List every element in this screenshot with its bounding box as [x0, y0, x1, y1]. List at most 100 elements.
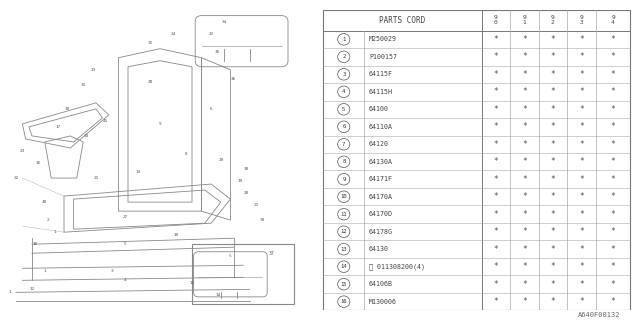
Text: *: * [579, 122, 584, 131]
Text: *: * [493, 192, 498, 201]
Text: *: * [522, 280, 527, 289]
Text: 21: 21 [93, 176, 99, 180]
Text: *: * [493, 245, 498, 254]
Text: *: * [611, 140, 615, 149]
Text: P100157: P100157 [369, 54, 397, 60]
Text: *: * [493, 262, 498, 271]
Text: 3: 3 [111, 269, 113, 273]
Text: *: * [611, 70, 615, 79]
Text: 5: 5 [124, 242, 126, 246]
Text: *: * [579, 297, 584, 306]
Text: *: * [522, 122, 527, 131]
Text: *: * [611, 35, 615, 44]
Text: 17: 17 [55, 125, 60, 129]
Text: 9: 9 [342, 177, 346, 182]
Text: *: * [611, 262, 615, 271]
Text: 34: 34 [221, 20, 227, 24]
Text: 2: 2 [342, 54, 346, 59]
Text: *: * [493, 175, 498, 184]
Text: *: * [522, 87, 527, 96]
Text: *: * [611, 280, 615, 289]
Text: 1: 1 [44, 269, 46, 273]
Text: 64178G: 64178G [369, 229, 393, 235]
Text: 24: 24 [170, 32, 175, 36]
Text: 5: 5 [342, 107, 346, 112]
Text: *: * [522, 35, 527, 44]
Text: 15: 15 [340, 282, 347, 287]
Text: 10: 10 [173, 233, 179, 237]
Text: *: * [611, 175, 615, 184]
Text: *: * [611, 297, 615, 306]
Text: 64170D: 64170D [369, 211, 393, 217]
Text: 39: 39 [260, 218, 265, 222]
Text: *: * [522, 175, 527, 184]
Text: 7: 7 [342, 142, 346, 147]
Text: 32: 32 [13, 176, 19, 180]
Text: *: * [522, 70, 527, 79]
Bar [192, 244, 294, 304]
Text: *: * [550, 245, 555, 254]
Text: PARTS CORD: PARTS CORD [380, 16, 426, 25]
Text: 12: 12 [340, 229, 347, 234]
Text: *: * [579, 157, 584, 166]
Text: 21: 21 [253, 203, 259, 207]
Text: *: * [493, 297, 498, 306]
Text: A640F00132: A640F00132 [579, 312, 621, 318]
Text: 14: 14 [215, 293, 220, 297]
Text: *: * [493, 52, 498, 61]
Text: *: * [522, 140, 527, 149]
Text: 64100: 64100 [369, 106, 389, 112]
Text: *: * [522, 262, 527, 271]
Text: 36: 36 [231, 77, 236, 81]
Text: 9
2: 9 2 [551, 15, 555, 25]
Text: *: * [579, 70, 584, 79]
Text: 38: 38 [244, 167, 249, 171]
Text: 28: 28 [148, 80, 153, 84]
Text: 16: 16 [340, 299, 347, 304]
Text: *: * [579, 140, 584, 149]
Text: *: * [550, 70, 555, 79]
Text: 19: 19 [237, 179, 243, 183]
Text: 23: 23 [90, 68, 95, 72]
Text: 22: 22 [209, 32, 214, 36]
Text: 35: 35 [215, 50, 220, 54]
Text: 40: 40 [42, 200, 47, 204]
Text: 13: 13 [135, 170, 140, 174]
Text: 29: 29 [218, 158, 223, 162]
Text: 11: 11 [189, 281, 195, 285]
Text: *: * [550, 262, 555, 271]
Text: *: * [493, 227, 498, 236]
Text: 64106B: 64106B [369, 281, 393, 287]
Text: 20: 20 [244, 191, 249, 195]
Text: 1: 1 [342, 37, 346, 42]
Text: 8: 8 [342, 159, 346, 164]
Text: 11: 11 [340, 212, 347, 217]
Text: 9
1: 9 1 [522, 15, 526, 25]
Text: 30: 30 [65, 107, 70, 111]
Text: 2: 2 [47, 218, 49, 222]
Text: 4: 4 [124, 278, 126, 282]
Text: *: * [550, 227, 555, 236]
Text: *: * [493, 70, 498, 79]
Text: M250029: M250029 [369, 36, 397, 42]
Text: 9
3: 9 3 [579, 15, 583, 25]
Text: *: * [550, 140, 555, 149]
Text: 5: 5 [229, 254, 232, 258]
Text: 6: 6 [210, 107, 212, 111]
Text: *: * [579, 52, 584, 61]
Text: 33: 33 [84, 134, 89, 138]
Text: 1: 1 [53, 230, 56, 234]
Text: *: * [522, 105, 527, 114]
Text: *: * [493, 87, 498, 96]
Text: 13: 13 [340, 247, 347, 252]
Text: 64120: 64120 [369, 141, 389, 147]
Text: *: * [550, 210, 555, 219]
Text: *: * [493, 140, 498, 149]
Text: *: * [550, 297, 555, 306]
Text: *: * [493, 157, 498, 166]
Text: 64110A: 64110A [369, 124, 393, 130]
Text: *: * [611, 192, 615, 201]
Text: 64115F: 64115F [369, 71, 393, 77]
Text: 9
4: 9 4 [611, 15, 615, 25]
Text: *: * [579, 245, 584, 254]
